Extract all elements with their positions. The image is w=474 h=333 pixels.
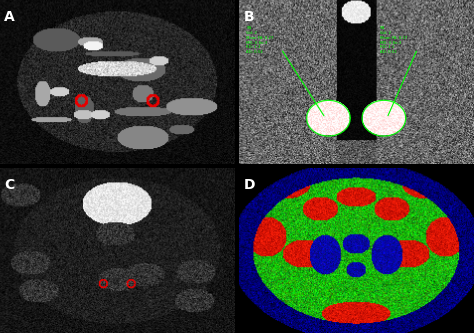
Text: A: A bbox=[4, 10, 15, 24]
Text: SN
Vol: 2
Mean FA: 0.27
MD: 0.8e-3
RD: 1.1
AD: 0.54: SN Vol: 2 Mean FA: 0.27 MD: 0.8e-3 RD: 1… bbox=[246, 26, 274, 54]
Text: C: C bbox=[4, 178, 14, 192]
Text: SN
Vol: 2
Mean FA: 0.27
MD: 0.8e-3
RD: 1.1
AD: 0.52: SN Vol: 2 Mean FA: 0.27 MD: 0.8e-3 RD: 1… bbox=[380, 26, 408, 54]
Text: D: D bbox=[243, 178, 255, 192]
Text: B: B bbox=[243, 10, 254, 24]
